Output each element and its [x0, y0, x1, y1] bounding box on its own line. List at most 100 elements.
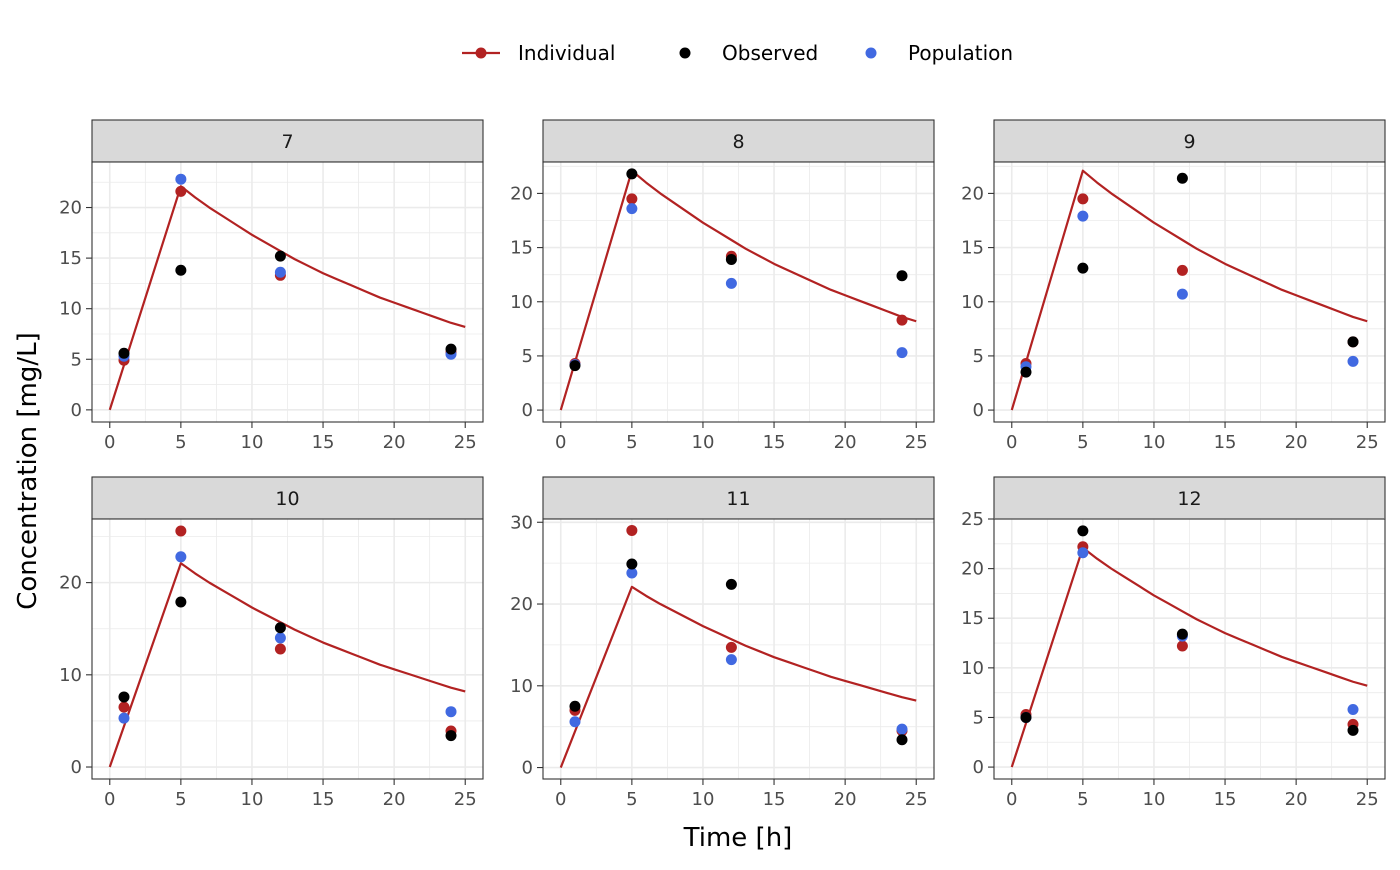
observed-point [118, 347, 130, 359]
x-tick-label: 10 [692, 432, 715, 453]
y-tick-label: 15 [510, 238, 533, 259]
individual-point [1077, 193, 1089, 205]
individual-point [725, 641, 737, 653]
legend-item-individual: Individual [462, 41, 615, 65]
x-axis-title: Time [h] [683, 823, 793, 853]
population-point [1347, 355, 1359, 367]
individual-point [274, 643, 286, 655]
y-tick-label: 5 [973, 346, 984, 367]
y-tick-label: 20 [510, 183, 533, 204]
legend: Individual Observed Population [462, 41, 1013, 65]
individual-point [1176, 264, 1188, 276]
legend-key-point [475, 47, 487, 59]
facet-strip-label: 11 [726, 488, 750, 510]
y-tick-label: 25 [961, 509, 984, 530]
y-tick-label: 5 [973, 707, 984, 728]
x-tick-label: 0 [104, 432, 115, 453]
population-point [896, 723, 908, 735]
individual-prediction-line [1010, 169, 1368, 411]
panel-border [91, 518, 484, 780]
x-tick-label: 5 [626, 432, 637, 453]
facet-strip [993, 476, 1386, 520]
individual-prediction-line [559, 169, 917, 411]
x-tick-label: 10 [1143, 789, 1166, 810]
population-point [896, 347, 908, 359]
x-tick-label: 20 [1285, 789, 1308, 810]
x-tick-label: 25 [905, 432, 928, 453]
population-point [274, 266, 286, 278]
y-tick-label: 10 [961, 292, 984, 313]
facet-strip-label: 12 [1177, 488, 1201, 510]
individual-point [626, 524, 638, 536]
y-tick-label: 5 [71, 349, 82, 370]
x-tick-label: 15 [1214, 789, 1237, 810]
observed-point [274, 622, 286, 634]
legend-key-point [679, 47, 691, 59]
x-tick-label: 25 [454, 789, 477, 810]
y-tick-label: 0 [522, 758, 533, 779]
x-tick-label: 0 [1006, 432, 1017, 453]
x-tick-label: 10 [241, 789, 264, 810]
y-tick-label: 30 [510, 512, 533, 533]
population-point [1347, 704, 1359, 716]
y-tick-label: 5 [522, 346, 533, 367]
legend-item-observed: Observed [679, 41, 818, 65]
individual-point [1176, 640, 1188, 652]
observed-point [175, 596, 187, 608]
population-point [118, 712, 130, 724]
population-point [626, 203, 638, 215]
x-tick-label: 0 [1006, 789, 1017, 810]
facet-panel-8: 8 0 5 10 15 20 25 0 5 10 15 20 [510, 119, 935, 453]
individual-prediction-line [108, 562, 466, 768]
observed-point [175, 264, 187, 276]
x-tick-label: 5 [175, 789, 186, 810]
y-tick-label: 15 [961, 238, 984, 259]
facet-strip-label: 9 [1183, 131, 1195, 153]
y-tick-label: 20 [961, 183, 984, 204]
x-tick-label: 20 [834, 432, 857, 453]
x-tick-label: 15 [763, 432, 786, 453]
legend-label: Observed [722, 41, 818, 65]
y-tick-label: 20 [59, 198, 82, 219]
legend-item-population: Population [865, 41, 1013, 65]
observed-point [569, 700, 581, 712]
x-tick-label: 15 [763, 789, 786, 810]
individual-point [896, 314, 908, 326]
y-tick-label: 15 [59, 248, 82, 269]
x-tick-label: 20 [383, 789, 406, 810]
x-tick-label: 25 [1356, 432, 1379, 453]
panel-border [542, 161, 935, 423]
observed-point [118, 691, 130, 703]
x-tick-label: 5 [626, 789, 637, 810]
y-tick-label: 0 [973, 757, 984, 778]
observed-point [1176, 172, 1188, 184]
x-tick-label: 0 [104, 789, 115, 810]
facet-panel-11: 11 0 5 10 15 20 25 0 10 20 30 [510, 476, 935, 810]
facet-strip [542, 119, 935, 163]
y-tick-label: 0 [71, 400, 82, 421]
observed-point [274, 250, 286, 262]
x-tick-label: 20 [383, 432, 406, 453]
y-tick-label: 20 [961, 559, 984, 580]
population-point [725, 654, 737, 666]
observed-point [1176, 628, 1188, 640]
x-tick-label: 25 [905, 789, 928, 810]
observed-point [896, 270, 908, 282]
observed-point [1347, 724, 1359, 736]
observed-point [1077, 262, 1089, 274]
y-tick-label: 10 [961, 658, 984, 679]
facet-panel-10: 10 0 5 10 15 20 25 0 10 20 [59, 476, 484, 810]
x-tick-label: 0 [555, 789, 566, 810]
x-tick-label: 10 [241, 432, 264, 453]
x-tick-label: 25 [1356, 789, 1379, 810]
panel-border [993, 161, 1386, 423]
x-tick-label: 15 [312, 432, 335, 453]
x-tick-label: 5 [1077, 789, 1088, 810]
population-point [1077, 547, 1089, 559]
observed-point [445, 730, 457, 742]
legend-label: Individual [518, 41, 615, 65]
x-tick-label: 25 [454, 432, 477, 453]
population-point [175, 551, 187, 563]
x-tick-label: 20 [1285, 432, 1308, 453]
